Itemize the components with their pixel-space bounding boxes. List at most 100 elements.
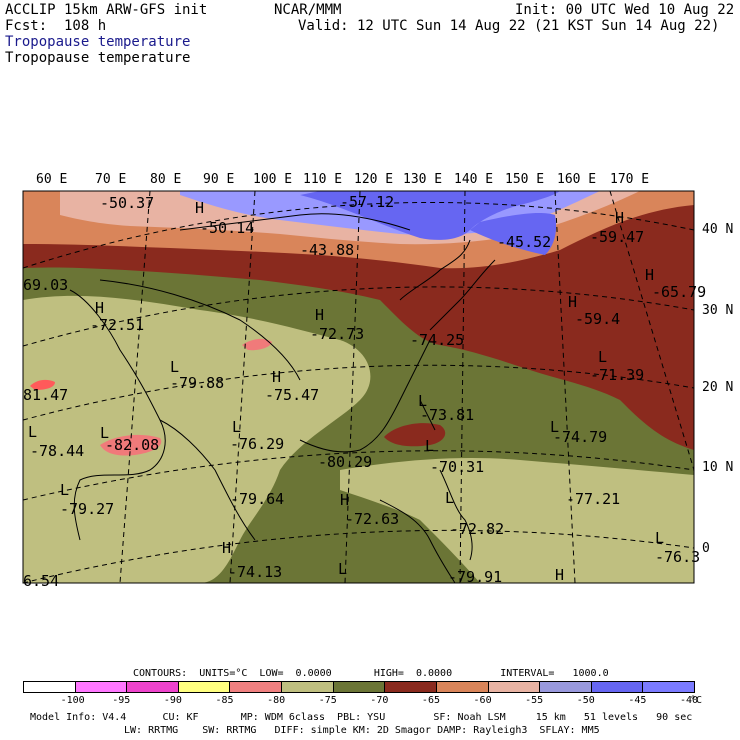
colorbar-label: -50	[576, 695, 595, 706]
extremum-value: 69.03	[23, 276, 68, 294]
longitude-label: 70 E	[95, 172, 127, 187]
extremum-value: -45.52	[497, 233, 551, 251]
lon-line	[119, 191, 151, 583]
low-marker: L	[100, 424, 109, 442]
extremum-value: -72.82	[450, 520, 504, 538]
colorbar-swatch	[74, 681, 128, 693]
coastline	[69, 289, 166, 541]
colorbar-label: -40	[680, 695, 699, 706]
colorbar-swatch	[281, 681, 334, 693]
colorbar-swatch	[590, 681, 644, 693]
extremum-value: -43.88	[300, 241, 354, 259]
colorbar-label: -60	[473, 695, 492, 706]
high-marker: H	[315, 306, 324, 324]
high-marker: H	[568, 293, 577, 311]
latitude-label: 20 N	[702, 380, 734, 395]
extremum-value: 81.47	[23, 386, 68, 404]
coastlines	[69, 213, 496, 583]
coastline	[439, 469, 473, 561]
extremum-value: -72.51	[90, 316, 144, 334]
lon-line	[344, 191, 361, 583]
colorbar-label: -75	[318, 695, 337, 706]
extremum-value: 6.54	[23, 572, 59, 590]
coastline	[159, 419, 256, 541]
lon-line	[459, 191, 466, 583]
colorbar-swatch	[487, 681, 541, 693]
colorbar-unit: °C	[690, 695, 703, 706]
low-marker: L	[550, 418, 559, 436]
extremum-value: -78.44	[30, 442, 84, 460]
colorbar-label: -70	[370, 695, 389, 706]
extremum-value: -76.29	[230, 435, 284, 453]
colorbar-label: -100	[60, 695, 85, 706]
low-marker: L	[655, 529, 664, 547]
high-marker: H	[195, 199, 204, 217]
high-marker: H	[340, 491, 349, 509]
longitude-label: 160 E	[557, 172, 597, 187]
low-marker: L	[232, 418, 241, 436]
agency-label: NCAR/MMM	[274, 2, 342, 18]
model-info-line: Model Info: V4.4 CU: KF MP: WDM 6class P…	[30, 712, 693, 723]
lat-line	[23, 529, 694, 583]
field-title-contour: Tropopause temperature	[5, 50, 191, 66]
high-marker: H	[222, 539, 231, 557]
longitude-label: 170 E	[610, 172, 650, 187]
extremum-value: -71.39	[590, 366, 644, 384]
lon-line	[609, 191, 694, 471]
physics-info-line: LW: RRTMG SW: RRTMG DIFF: simple KM: 2D …	[124, 725, 600, 736]
low-marker: L	[28, 423, 37, 441]
extremum-value: -75.47	[265, 386, 319, 404]
longitude-label: 60 E	[36, 172, 68, 187]
map-fill	[23, 191, 694, 583]
region-fill	[242, 338, 272, 351]
extremum-value: -74.79	[553, 428, 607, 446]
extremum-value: -50.37	[100, 194, 154, 212]
extremum-value: -57.12	[340, 193, 394, 211]
high-marker: H	[272, 368, 281, 386]
colorbar-swatch	[23, 681, 76, 693]
latitude-label: 10 N	[702, 460, 734, 475]
colorbar-swatch	[539, 681, 592, 693]
coastline	[429, 259, 496, 331]
lon-line	[229, 191, 256, 583]
lon-line	[554, 191, 576, 583]
extremum-value: -73.81	[420, 406, 474, 424]
longitude-label: 150 E	[505, 172, 545, 187]
longitude-label: 110 E	[303, 172, 343, 187]
colorbar-swatch	[126, 681, 179, 693]
longitude-label: 130 E	[403, 172, 443, 187]
coastline	[399, 239, 471, 301]
low-marker: L	[338, 560, 347, 578]
colorbar-label: -65	[421, 695, 440, 706]
region-fill	[470, 212, 557, 255]
low-marker: L	[598, 348, 607, 366]
colorbar-swatch	[332, 681, 386, 693]
longitude-label: 80 E	[150, 172, 182, 187]
field-title-colored: Tropopause temperature	[5, 34, 191, 50]
colorbar-label: -85	[215, 695, 234, 706]
contours-info: CONTOURS: UNITS=°C LOW= 0.0000 HIGH= 0.0…	[133, 668, 609, 679]
graticule	[23, 191, 694, 583]
low-marker: L	[445, 489, 454, 507]
colorbar-swatch	[229, 681, 283, 693]
high-marker: H	[615, 209, 624, 227]
extremum-value: -70.31	[430, 458, 484, 476]
extremum-value: -79.64	[230, 490, 284, 508]
high-marker: H	[645, 266, 654, 284]
border	[179, 213, 411, 231]
low-marker: L	[418, 392, 427, 410]
longitude-label: 100 E	[253, 172, 293, 187]
valid-time: Valid: 12 UTC Sun 14 Aug 22 (21 KST Sun …	[298, 18, 720, 34]
high-marker: H	[555, 566, 564, 584]
init-time: Init: 00 UTC Wed 10 Aug 22	[515, 2, 735, 18]
extremum-value: -79.27	[60, 500, 114, 518]
longitude-label: 120 E	[354, 172, 394, 187]
colorbar-swatch	[642, 681, 695, 693]
region-fill	[23, 295, 371, 583]
colorbar-label: -45	[628, 695, 647, 706]
colorbar-swatch	[435, 681, 489, 693]
latitude-label: 30 N	[702, 303, 734, 318]
low-marker: L	[170, 358, 179, 376]
border	[99, 279, 301, 381]
extremum-value: -59.47	[590, 228, 644, 246]
